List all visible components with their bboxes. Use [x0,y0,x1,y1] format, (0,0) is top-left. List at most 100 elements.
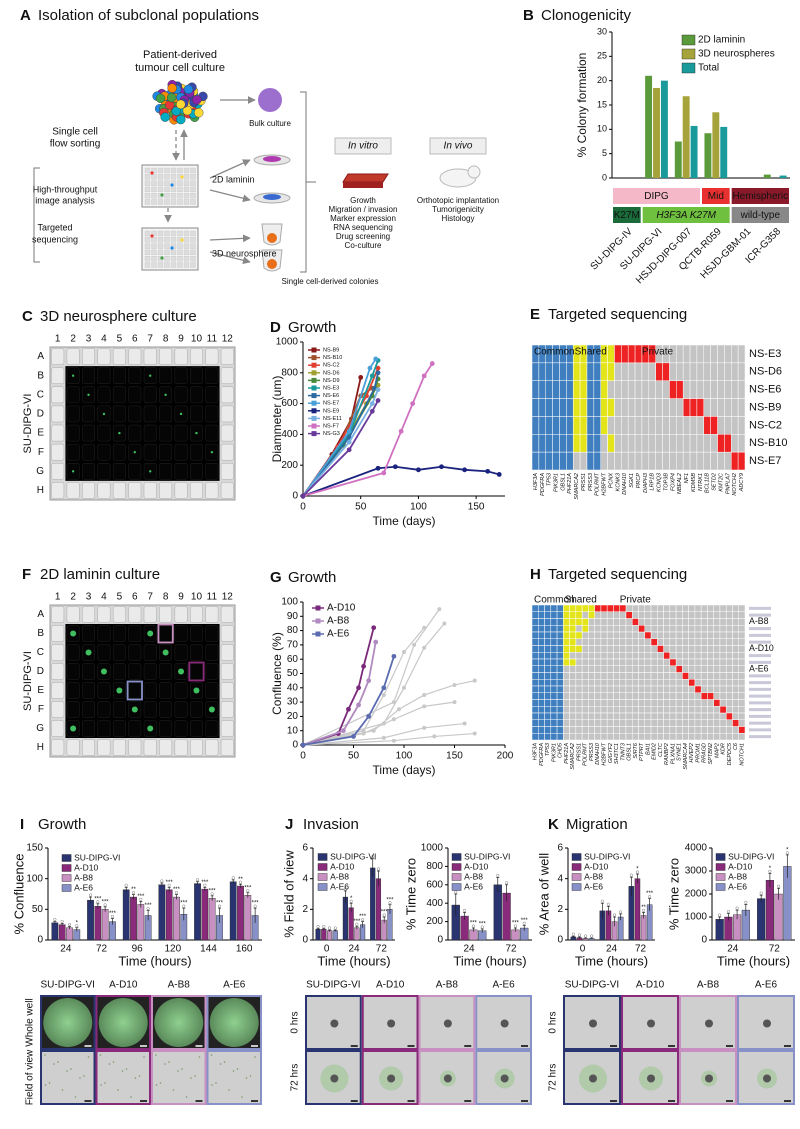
cell [682,652,689,660]
mutation [550,658,558,666]
column-label: 3 [86,334,92,345]
cell [650,712,658,720]
mutation [531,451,540,471]
panel-letter: K [548,816,559,833]
cell [713,645,721,653]
cell [631,733,639,741]
cell [638,665,646,673]
cell [581,638,589,646]
cell [689,416,698,435]
mutation [552,398,560,417]
plate-well [177,186,183,193]
cell [619,611,627,619]
y-tick-label: 0 [292,740,298,751]
cell [700,679,708,687]
spheroid [705,1019,713,1028]
cell [732,733,739,741]
legend-label: NS-F7 [323,423,339,429]
cell [588,679,595,687]
well [82,663,96,680]
point [480,925,484,929]
well [190,463,203,480]
cell [703,344,711,364]
significance: *** [94,896,102,902]
mutation [538,658,545,666]
cell-speck [104,1082,106,1084]
cell [631,712,639,720]
point [785,851,789,855]
well [66,405,80,423]
marker [300,493,306,499]
well [112,386,126,404]
well [174,739,188,756]
cell [606,652,614,660]
bar [87,899,94,941]
cell [717,451,725,471]
cell [707,665,714,673]
well [128,739,142,756]
mutation [544,733,552,741]
cell [700,638,708,646]
cell [713,692,721,700]
mutation [600,604,608,612]
plate-cell [150,234,154,238]
well [174,644,188,661]
dish-cells [263,194,281,200]
significance: *** [109,911,117,917]
bar [66,927,73,941]
well [143,348,157,365]
colony [70,725,77,732]
gene-label: KCNK3 [615,472,621,491]
cell [669,712,677,720]
well [128,405,142,423]
mutation [559,380,567,399]
cell [738,672,746,680]
well [66,663,80,680]
well [51,739,65,756]
cell [725,638,733,646]
cell [731,362,739,381]
mutation [538,726,545,734]
well [82,720,96,737]
plate-well [177,193,183,199]
cell [700,658,708,666]
cell [176,99,186,110]
gene-label: SPTBN2 [708,743,714,764]
y-tick-label: 50 [287,668,299,679]
cell [694,652,702,660]
well [159,701,173,718]
cell [719,618,727,626]
cell [614,416,622,435]
cell [625,645,633,653]
panel-letter: G [270,569,282,586]
colony [179,412,183,416]
cell [724,398,732,417]
bar [690,125,698,178]
y-axis-title: % Time zero [666,858,681,930]
cell [725,699,733,707]
well [190,606,203,623]
significance: *** [359,914,367,920]
plate-well [157,262,164,268]
cell [694,712,702,720]
well [66,739,80,756]
cell [737,344,746,364]
well [205,644,219,661]
box [334,137,392,155]
cell [732,712,739,720]
well [112,482,126,499]
legend-label: A-D10 [74,862,98,872]
x-tick-label: 50 [355,502,367,513]
cell [707,699,714,707]
y-tick-label: 800 [281,367,298,378]
legend-label: Total [698,63,719,74]
plate-well [177,243,183,249]
cell [662,380,670,399]
point [496,873,500,877]
colony [147,725,154,732]
gene-label: RANBP2 [664,743,670,765]
cell [606,645,614,653]
mutation [569,658,577,666]
mutation [689,398,698,417]
y-tick-label: 10 [597,124,607,134]
